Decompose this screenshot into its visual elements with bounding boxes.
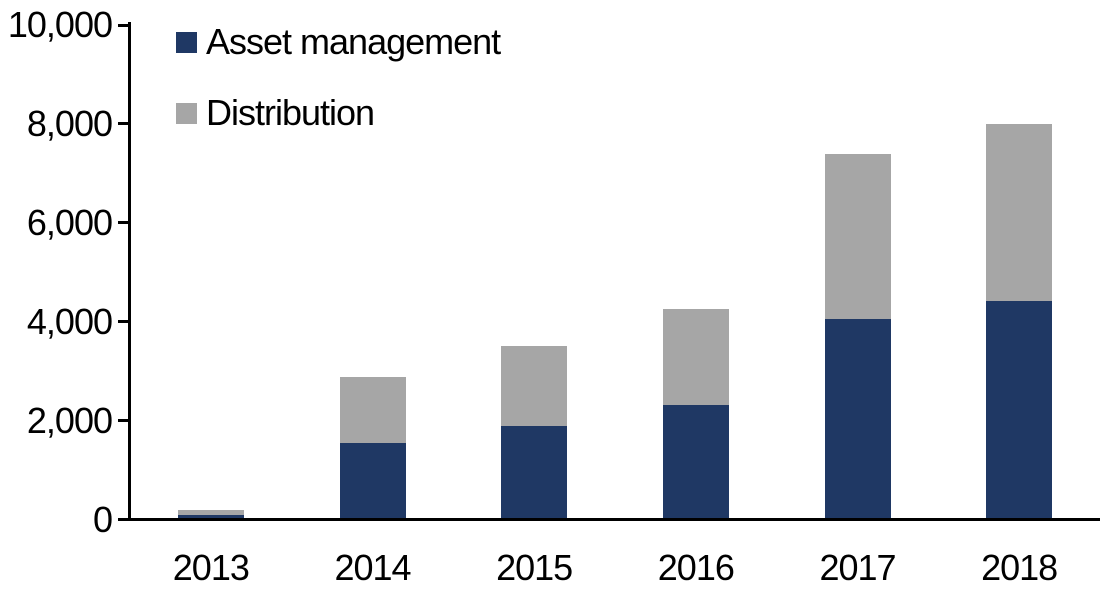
legend-swatch-asset-management — [176, 31, 197, 53]
y-tick-mark — [118, 23, 129, 27]
legend-item-asset-management: Asset management — [176, 21, 501, 62]
bar-segment-distribution-2014 — [339, 377, 406, 443]
legend-label-distribution: Distribution — [206, 92, 375, 133]
bar-segment-asset-management-2016 — [662, 404, 729, 520]
legend-swatch-distribution — [176, 102, 197, 124]
bar-segment-asset-management-2014 — [339, 442, 406, 520]
x-axis-line — [118, 518, 1100, 521]
bar-segment-asset-management-2018 — [986, 300, 1053, 520]
bar-segment-asset-management-2013 — [177, 514, 244, 520]
y-tick-label: 10,000 — [7, 4, 113, 45]
bar-segment-asset-management-2017 — [824, 319, 891, 520]
bar-segment-asset-management-2015 — [501, 425, 568, 520]
y-tick-label: 6,000 — [26, 201, 113, 243]
y-tick-mark — [118, 419, 129, 423]
y-tick-label: 0 — [92, 498, 113, 540]
bar-segment-distribution-2017 — [824, 153, 891, 320]
bar-segment-distribution-2018 — [986, 123, 1053, 301]
y-axis-line — [128, 22, 131, 521]
y-tick-mark — [118, 122, 129, 126]
x-tick-label-2018: 2018 — [981, 547, 1058, 588]
y-tick-label: 4,000 — [26, 300, 113, 342]
y-tick-label: 8,000 — [26, 102, 113, 144]
x-tick-label-2014: 2014 — [334, 547, 411, 588]
x-tick-label-2017: 2017 — [819, 547, 896, 588]
y-tick-label: 2,000 — [26, 399, 113, 441]
y-tick-mark — [118, 221, 129, 225]
bar-segment-distribution-2016 — [662, 309, 729, 405]
bar-segment-distribution-2013 — [177, 509, 244, 515]
y-tick-mark — [118, 320, 129, 324]
x-tick-label-2013: 2013 — [172, 547, 250, 588]
legend-item-distribution: Distribution — [176, 92, 500, 133]
x-tick-label-2015: 2015 — [496, 547, 573, 588]
bar-segment-distribution-2015 — [501, 346, 568, 426]
x-tick-label-2016: 2016 — [657, 547, 735, 588]
legend-label-asset-management: Asset management — [206, 21, 501, 62]
legend: Asset management Distribution — [176, 21, 501, 164]
